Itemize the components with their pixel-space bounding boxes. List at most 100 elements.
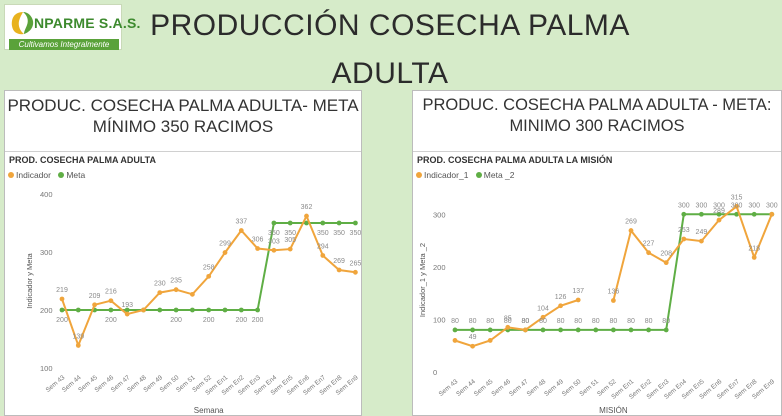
data-point-meta-2 bbox=[611, 327, 616, 333]
data-point-indicador-1 bbox=[611, 298, 616, 303]
data-label-meta-2: 80 bbox=[469, 318, 477, 325]
logo-name: NPARME S.A.S. bbox=[34, 15, 141, 31]
data-point-meta-2 bbox=[540, 327, 546, 333]
data-point-meta bbox=[353, 220, 358, 226]
data-point-indicador bbox=[92, 302, 97, 308]
data-label-indicador-1: 208 bbox=[660, 251, 672, 258]
data-label-meta-2: 80 bbox=[451, 318, 459, 325]
data-label-indicador: 219 bbox=[56, 287, 68, 294]
data-point-meta-2 bbox=[681, 211, 687, 217]
data-point-indicador bbox=[206, 273, 212, 279]
data-point-indicador bbox=[320, 253, 326, 258]
data-point-meta bbox=[255, 307, 260, 313]
data-label-indicador: 235 bbox=[170, 278, 182, 285]
data-label-meta-2: 80 bbox=[504, 318, 512, 325]
data-label-meta-2: 80 bbox=[557, 318, 565, 325]
data-point-indicador bbox=[124, 311, 130, 317]
data-label-indicador: 230 bbox=[154, 281, 166, 288]
legend-item-indicador[interactable]: Indicador bbox=[8, 170, 51, 180]
data-label-meta: 350 bbox=[350, 230, 361, 237]
y-tick-label: 200 bbox=[433, 263, 446, 272]
data-point-meta bbox=[124, 307, 130, 313]
chart-panel-right: PROD. COSECHA PALMA ADULTA LA MISIÓN Ind… bbox=[413, 151, 781, 415]
data-label-indicador: 294 bbox=[317, 243, 329, 250]
series-line-indicador-1 bbox=[454, 204, 773, 348]
series-line-meta-2 bbox=[455, 213, 772, 331]
chart-legend-left: Indicador Meta bbox=[8, 170, 90, 180]
data-label-indicador: 258 bbox=[203, 264, 215, 271]
data-point-meta-2 bbox=[734, 211, 739, 217]
data-point-indicador bbox=[271, 247, 277, 253]
data-label-indicador-1: 49 bbox=[469, 334, 477, 341]
data-label-indicador-1: 227 bbox=[643, 241, 655, 248]
chart-legend-right: Indicador_1 Meta _2 bbox=[416, 170, 520, 180]
legend-item-indicador-1[interactable]: Indicador_1 bbox=[416, 170, 468, 180]
data-label-indicador-1: 218 bbox=[748, 245, 760, 252]
chart-card-left: PRODUC. COSECHA PALMA ADULTA- META MÍNIM… bbox=[4, 90, 362, 416]
data-point-indicador-1 bbox=[646, 250, 651, 256]
data-point-meta bbox=[304, 220, 309, 226]
data-label-meta: 200 bbox=[235, 317, 247, 324]
data-point-indicador bbox=[238, 228, 244, 233]
data-label-meta-2: 80 bbox=[627, 318, 635, 325]
legend-item-meta[interactable]: Meta bbox=[58, 170, 85, 180]
y-tick-label: 400 bbox=[40, 190, 53, 199]
data-point-meta-2 bbox=[452, 327, 458, 333]
card-title-right-line2: MINIMO 300 RACIMOS bbox=[509, 117, 685, 135]
data-point-meta-2 bbox=[699, 211, 704, 217]
data-label-meta-2: 80 bbox=[662, 318, 670, 325]
data-point-meta bbox=[271, 220, 277, 226]
y-tick-label: 100 bbox=[433, 315, 446, 324]
data-point-indicador-1 bbox=[487, 338, 493, 343]
data-label-meta-2: 300 bbox=[731, 202, 743, 209]
data-point-indicador bbox=[222, 250, 228, 255]
data-label-meta: 200 bbox=[252, 317, 264, 324]
data-label-indicador: 216 bbox=[105, 289, 117, 296]
data-point-meta bbox=[157, 307, 163, 313]
chart-title-right: PROD. COSECHA PALMA ADULTA LA MISIÓN bbox=[417, 155, 613, 165]
data-label-indicador: 303 bbox=[268, 238, 280, 245]
data-point-meta bbox=[190, 307, 195, 313]
data-label-meta-2: 300 bbox=[766, 202, 778, 209]
chart-title-left: PROD. COSECHA PALMA ADULTA bbox=[9, 155, 156, 165]
data-label-indicador: 265 bbox=[350, 260, 361, 267]
data-label-indicador-1: 136 bbox=[608, 289, 620, 296]
data-label-indicador-1: 126 bbox=[555, 294, 567, 301]
data-point-meta-2 bbox=[646, 327, 651, 333]
data-point-indicador bbox=[75, 342, 81, 348]
data-label-indicador: 305 bbox=[284, 237, 296, 244]
data-point-meta bbox=[336, 220, 342, 226]
data-point-indicador-1 bbox=[699, 238, 704, 244]
page-title-line2: ADULTA bbox=[331, 57, 449, 90]
data-point-meta bbox=[222, 307, 228, 313]
data-point-indicador-1 bbox=[470, 343, 475, 349]
data-point-meta-2 bbox=[575, 327, 581, 333]
data-label-indicador: 299 bbox=[219, 241, 231, 248]
data-point-meta-2 bbox=[593, 327, 599, 333]
legend-item-meta-2[interactable]: Meta _2 bbox=[475, 170, 515, 180]
data-point-meta bbox=[75, 307, 81, 313]
legend-label-meta-2: Meta _2 bbox=[483, 170, 515, 180]
data-point-meta-2 bbox=[663, 327, 669, 333]
data-label-meta: 350 bbox=[284, 230, 296, 237]
legend-swatch-indicador bbox=[8, 172, 14, 178]
data-point-indicador-1 bbox=[452, 338, 458, 343]
legend-label-meta: Meta bbox=[66, 170, 86, 180]
data-point-indicador bbox=[353, 269, 358, 275]
data-point-indicador-1 bbox=[575, 297, 581, 303]
data-point-meta-2 bbox=[470, 327, 475, 333]
data-point-indicador bbox=[287, 246, 293, 252]
y-axis-title: Indicador y Meta bbox=[25, 252, 34, 308]
card-title-left: PRODUC. COSECHA PALMA ADULTA- META MÍNIM… bbox=[5, 95, 361, 137]
data-point-indicador bbox=[59, 296, 65, 302]
data-point-meta-2 bbox=[751, 211, 757, 217]
data-label-indicador-1: 249 bbox=[696, 229, 708, 236]
card-title-left-line2: MÍNIMO 350 RACIMOS bbox=[92, 117, 274, 136]
card-title-left-line1: PRODUC. COSECHA PALMA ADULTA- META bbox=[7, 96, 359, 115]
data-label-indicador: 306 bbox=[252, 237, 264, 244]
legend-label-indicador-1: Indicador_1 bbox=[424, 170, 469, 180]
data-point-indicador bbox=[255, 246, 260, 251]
legend-swatch-meta-2 bbox=[475, 172, 482, 178]
data-label-meta-2: 300 bbox=[696, 202, 708, 209]
